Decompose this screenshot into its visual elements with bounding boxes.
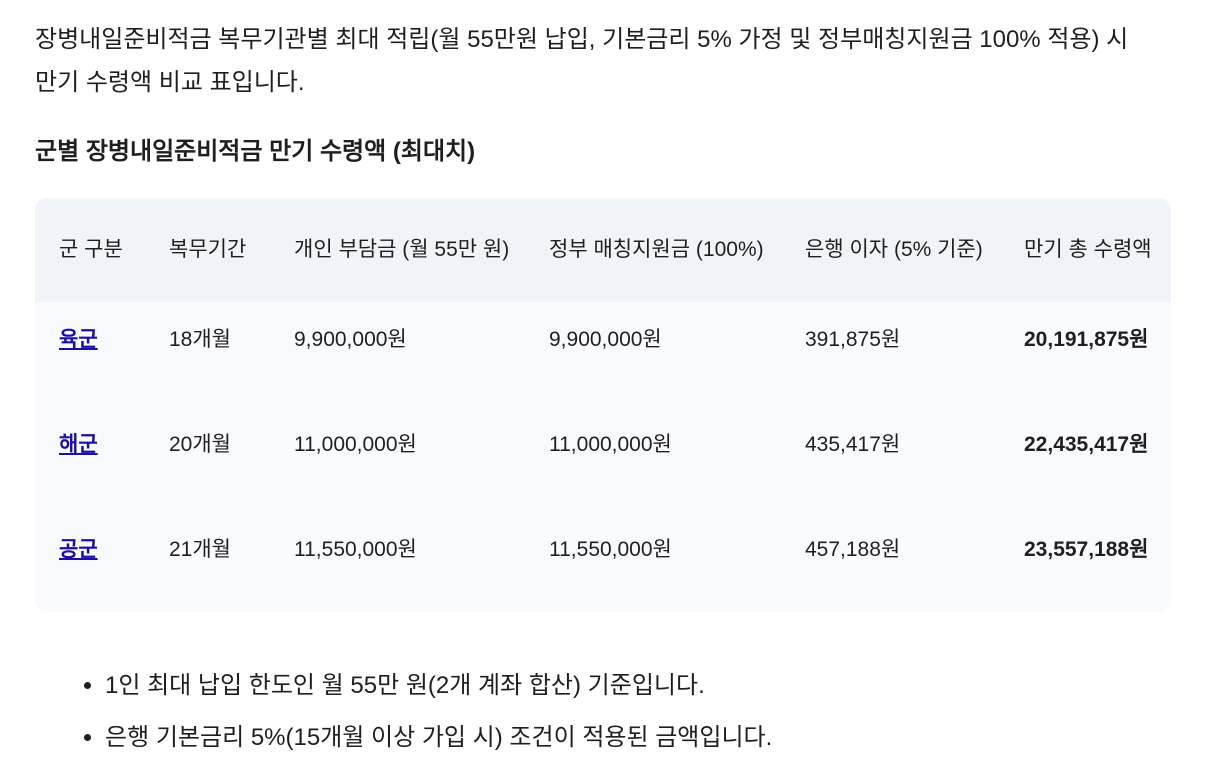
table-cell: 11,550,000원: [549, 538, 672, 561]
branch-link[interactable]: 육군: [59, 328, 98, 351]
notes-list: 1인 최대 납입 한도인 월 55만 원(2개 계좌 합산) 기준입니다.은행 …: [35, 660, 772, 764]
total-cell: 22,435,417원: [1024, 433, 1149, 456]
table-cell: 11,000,000원: [549, 433, 672, 456]
table-cell: 20개월: [169, 433, 231, 456]
column-header: 군 구분: [59, 238, 123, 261]
table-cell: 391,875원: [805, 328, 901, 351]
column-header: 만기 총 수령액: [1024, 238, 1152, 261]
table-cell: 18개월: [169, 328, 231, 351]
total-cell: 23,557,188원: [1024, 538, 1149, 561]
intro-text: 장병내일준비적금 복무기관별 최대 적립(월 55만원 납입, 기본금리 5% …: [35, 26, 1129, 96]
header-row: 군 구분 복무기간 개인 부담금 (월 55만 원) 정부 매칭지원금 (100%) 은…: [35, 198, 1171, 302]
table-row: 육군 18개월 9,900,000원 9,900,000원 391,875원 20,191…: [35, 302, 1171, 407]
table-row: 공군 21개월 11,550,000원 11,550,000원 457,188원 23,5…: [35, 512, 1171, 612]
column-header: 정부 매칭지원금 (100%): [549, 238, 764, 261]
branch-link[interactable]: 공군: [59, 538, 98, 561]
table-row: 해군 20개월 11,000,000원 11,000,000원 435,417원 22,4…: [35, 407, 1171, 512]
branch-cell: 공군: [35, 512, 145, 612]
comparison-table: 군 구분 복무기간 개인 부담금 (월 55만 원) 정부 매칭지원금 (100%) 은…: [35, 198, 1171, 612]
branch-cell: 육군: [35, 302, 145, 407]
table-cell: 435,417원: [805, 433, 901, 456]
branch-link[interactable]: 해군: [59, 433, 98, 456]
column-header: 은행 이자 (5% 기준): [805, 238, 983, 261]
table-cell: 11,550,000원: [294, 538, 417, 561]
table-cell: 21개월: [169, 538, 231, 561]
column-header: 복무기간: [169, 238, 247, 261]
section-heading: 군별 장병내일준비적금 만기 수령액 (최대치): [35, 138, 476, 165]
table-cell: 11,000,000원: [294, 433, 417, 456]
branch-cell: 해군: [35, 407, 145, 512]
table-cell: 9,900,000원: [294, 328, 407, 351]
table-container: 군 구분 복무기간 개인 부담금 (월 55만 원) 정부 매칭지원금 (100%) 은…: [35, 198, 1171, 612]
note-item: 1인 최대 납입 한도인 월 55만 원(2개 계좌 합산) 기준입니다.: [105, 660, 772, 712]
total-cell: 20,191,875원: [1024, 328, 1149, 351]
table-cell: 9,900,000원: [549, 328, 662, 351]
table-cell: 457,188원: [805, 538, 901, 561]
note-item: 은행 기본금리 5%(15개월 이상 가입 시) 조건이 적용된 금액입니다.: [105, 712, 772, 764]
column-header: 개인 부담금 (월 55만 원): [294, 238, 510, 261]
